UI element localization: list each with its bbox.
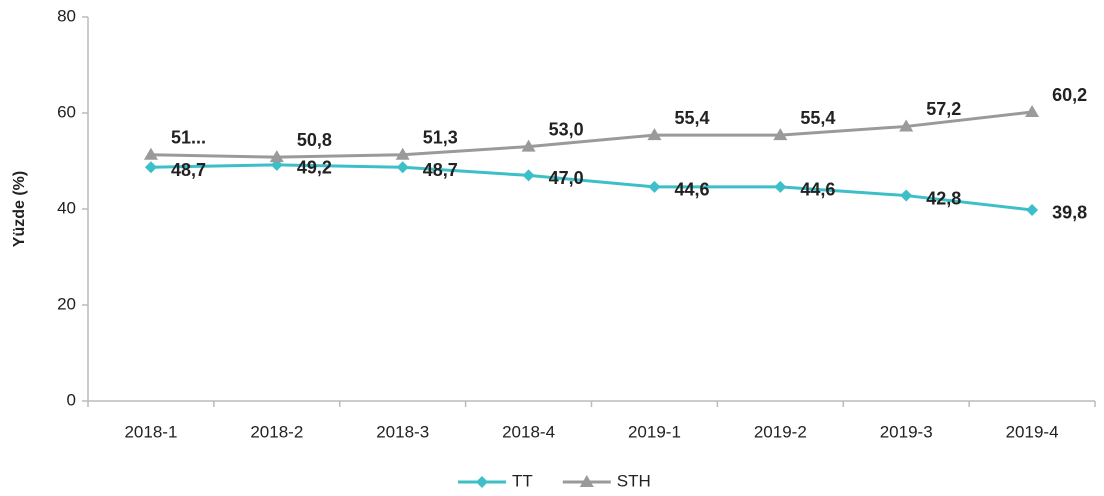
- y-tick-label: 60: [57, 102, 76, 121]
- data-label: 60,2: [1052, 85, 1087, 105]
- x-tick-label: 2018-1: [124, 422, 177, 441]
- data-label: 51,3: [423, 128, 458, 148]
- data-label: 53,0: [549, 119, 584, 139]
- data-label: 47,0: [549, 168, 584, 188]
- x-tick-label: 2018-4: [502, 422, 555, 441]
- point-marker: [773, 128, 788, 141]
- data-label: 49,2: [297, 158, 332, 178]
- point-marker: [396, 161, 409, 174]
- point-marker: [143, 147, 158, 160]
- data-label: 50,8: [297, 130, 332, 150]
- data-label: 55,4: [674, 108, 709, 128]
- series-line: [150, 110, 1033, 159]
- point-marker: [144, 161, 157, 174]
- data-label: 44,6: [800, 180, 835, 200]
- data-label: 42,8: [926, 188, 961, 208]
- data-label: 51...: [171, 128, 206, 148]
- data-label: 48,7: [171, 160, 206, 180]
- point-marker: [899, 119, 914, 132]
- data-label: 39,8: [1052, 203, 1087, 223]
- y-axis-label: Yüzde (%): [11, 171, 28, 247]
- x-tick-label: 2019-2: [754, 422, 807, 441]
- point-marker: [1025, 105, 1040, 118]
- data-label: 44,6: [674, 180, 709, 200]
- legend-label: STH: [617, 471, 651, 490]
- point-marker: [522, 169, 535, 182]
- legend-marker: [476, 476, 488, 488]
- data-label: 55,4: [800, 108, 835, 128]
- point-marker: [269, 150, 284, 163]
- x-tick-label: 2019-1: [628, 422, 681, 441]
- point-marker: [521, 139, 536, 152]
- legend-marker: [579, 475, 594, 487]
- point-marker: [774, 180, 787, 193]
- x-tick-label: 2019-4: [1006, 422, 1059, 441]
- data-label: 57,2: [926, 99, 961, 119]
- x-tick-label: 2019-3: [880, 422, 933, 441]
- x-tick-label: 2018-2: [250, 422, 303, 441]
- x-tick-label: 2018-3: [376, 422, 429, 441]
- point-marker: [900, 189, 913, 202]
- point-marker: [648, 180, 661, 193]
- point-marker: [1026, 203, 1039, 216]
- legend-label: TT: [512, 471, 533, 490]
- y-tick-label: 20: [57, 294, 76, 313]
- data-label: 48,7: [423, 160, 458, 180]
- y-tick-label: 40: [57, 198, 76, 217]
- y-tick-label: 80: [57, 6, 76, 25]
- y-tick-label: 0: [67, 390, 76, 409]
- series-line: [150, 163, 1033, 212]
- point-marker: [647, 128, 662, 141]
- point-marker: [395, 147, 410, 160]
